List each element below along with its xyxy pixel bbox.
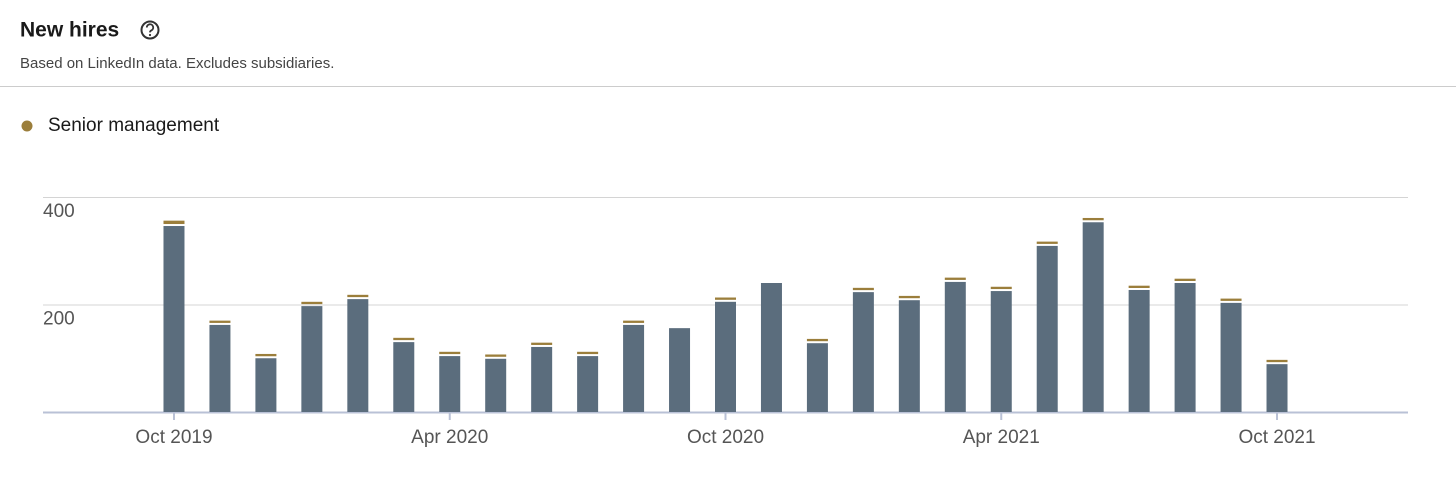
bar xyxy=(163,226,185,412)
bar xyxy=(255,358,277,412)
bar xyxy=(209,324,231,412)
bar xyxy=(852,287,874,291)
bar xyxy=(1128,289,1150,412)
bar xyxy=(1266,359,1288,363)
bar xyxy=(1220,302,1242,412)
bar xyxy=(1082,222,1104,412)
legend-marker xyxy=(21,120,33,132)
bar xyxy=(1266,364,1288,412)
bar xyxy=(1082,217,1104,221)
bar xyxy=(1128,285,1150,288)
bar xyxy=(301,301,323,305)
chart-subtitle: Based on LinkedIn data. Excludes subsidi… xyxy=(20,55,334,72)
bar xyxy=(623,324,645,412)
chart-title: New hires xyxy=(20,19,119,42)
bar xyxy=(1174,283,1196,412)
bar xyxy=(577,351,599,355)
bar xyxy=(1174,278,1196,281)
bar xyxy=(623,320,645,323)
y-tick-label: 400 xyxy=(43,201,75,222)
bar xyxy=(439,351,461,355)
bar xyxy=(898,300,920,412)
bar xyxy=(1036,245,1058,412)
y-tick-label: 200 xyxy=(43,309,75,330)
bar xyxy=(531,342,553,345)
bar xyxy=(531,346,553,412)
bar xyxy=(301,306,323,412)
bar xyxy=(393,337,415,341)
bar xyxy=(393,342,415,412)
bar xyxy=(715,297,736,300)
bar xyxy=(990,286,1012,290)
bar xyxy=(715,301,736,412)
bar xyxy=(1220,298,1242,301)
bar xyxy=(347,294,369,298)
bar xyxy=(163,220,185,225)
bar xyxy=(806,338,828,342)
bar xyxy=(577,356,599,412)
help-icon[interactable] xyxy=(140,20,160,40)
x-tick-label: Oct 2021 xyxy=(1238,427,1315,448)
bar xyxy=(485,358,507,412)
bar xyxy=(944,277,966,280)
bar xyxy=(990,291,1012,412)
bar xyxy=(347,299,369,412)
bar xyxy=(944,281,966,412)
bar xyxy=(439,356,461,412)
x-tick-label: Oct 2019 xyxy=(135,427,212,448)
bar xyxy=(1036,241,1058,244)
x-tick-label: Apr 2021 xyxy=(963,427,1040,448)
bar xyxy=(852,292,874,412)
bar xyxy=(669,328,691,412)
legend-label: Senior management xyxy=(48,115,220,136)
bar xyxy=(485,354,507,357)
x-tick-label: Apr 2020 xyxy=(411,427,488,448)
bar xyxy=(806,343,828,412)
bar xyxy=(760,283,782,412)
bar xyxy=(209,320,231,323)
bar xyxy=(255,353,277,357)
x-tick-label: Oct 2020 xyxy=(687,427,764,448)
bar xyxy=(898,295,920,299)
